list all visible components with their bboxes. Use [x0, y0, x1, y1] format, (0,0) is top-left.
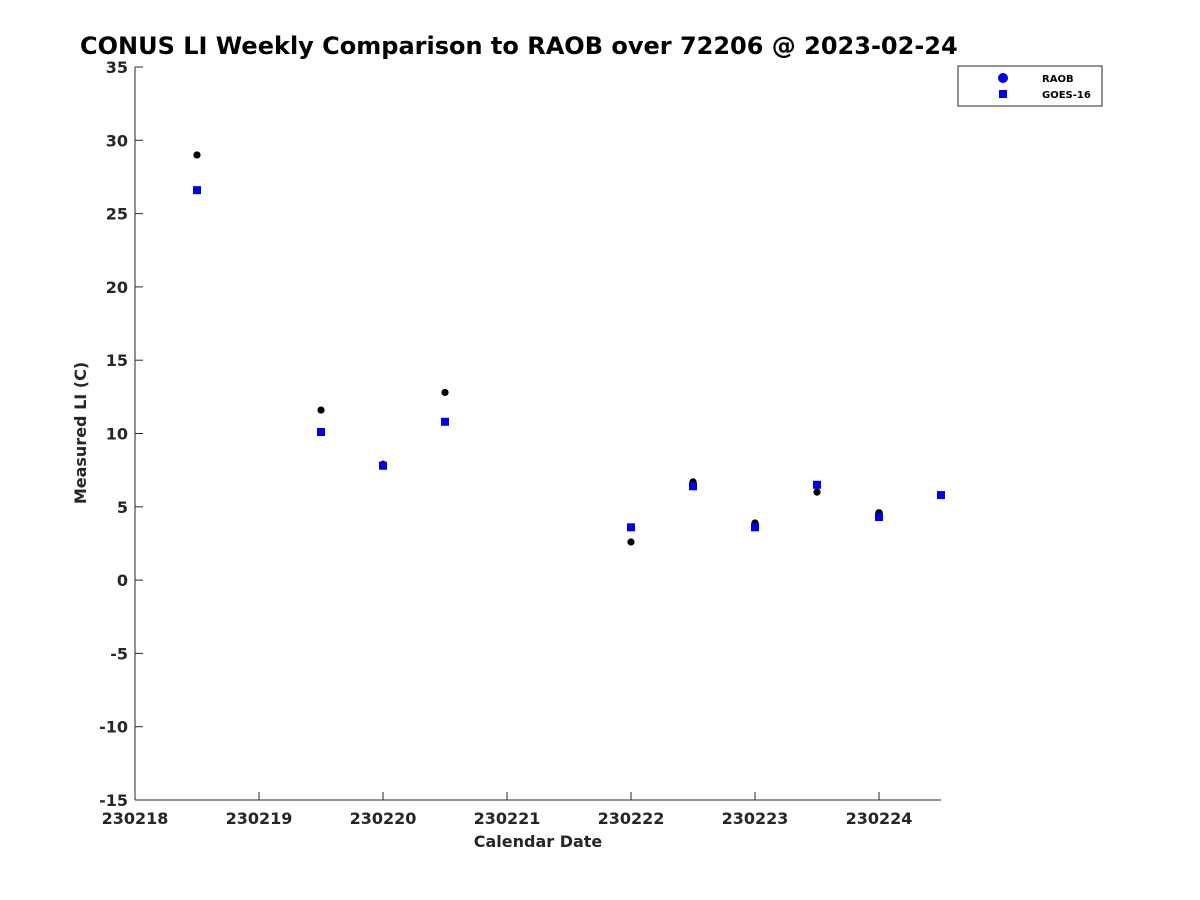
chart-title: CONUS LI Weekly Comparison to RAOB over … [80, 32, 958, 60]
x-tick-label: 230222 [598, 809, 665, 828]
x-tick-label: 230221 [474, 809, 541, 828]
legend-label-raob: RAOB [1042, 74, 1074, 85]
y-tick-label: 0 [117, 571, 128, 590]
legend-box [957, 65, 1103, 107]
goes-16-point [379, 461, 387, 470]
legend: RAOB GOES-16 [957, 65, 1103, 107]
x-tick-label: 230223 [722, 809, 789, 828]
y-tick-label: 30 [106, 131, 128, 150]
data-points [193, 151, 945, 546]
legend-marker-goes-16 [999, 90, 1007, 98]
legend-label-goes-16: GOES-16 [1042, 90, 1091, 101]
raob-point [441, 388, 449, 397]
raob-point [813, 488, 821, 496]
y-tick-label: 10 [106, 425, 128, 444]
goes-16-point [689, 482, 697, 491]
x-axis-label: Calendar Date [474, 832, 603, 851]
y-tick-label: 20 [106, 278, 128, 297]
goes-16-point [937, 491, 945, 500]
y-tick-label: 15 [106, 351, 128, 370]
x-tick-label: 230219 [226, 809, 293, 828]
raob-point [193, 151, 201, 159]
x-tick-label: 230220 [350, 809, 417, 828]
goes-16-point [317, 428, 325, 437]
goes-16-point [751, 523, 759, 532]
y-tick-label: -10 [99, 718, 128, 737]
goes-16-point [441, 417, 449, 426]
y-tick-label: -5 [110, 644, 128, 663]
goes-16-point [627, 523, 635, 532]
y-tick-label: 25 [106, 205, 128, 224]
legend-marker-raob [998, 73, 1008, 83]
x-tick-label: 230224 [846, 809, 913, 828]
x-tick-label: 230218 [102, 809, 169, 828]
raob-point [627, 538, 635, 546]
y-tick-label: 35 [106, 58, 128, 77]
y-tick-label: 5 [117, 498, 128, 517]
goes-16-point [193, 186, 201, 195]
y-tick-label: -15 [99, 791, 128, 810]
goes-16-point [813, 480, 821, 489]
raob-point [317, 406, 325, 414]
y-axis-label: Measured LI (C) [71, 362, 90, 504]
goes-16-point [875, 513, 883, 522]
